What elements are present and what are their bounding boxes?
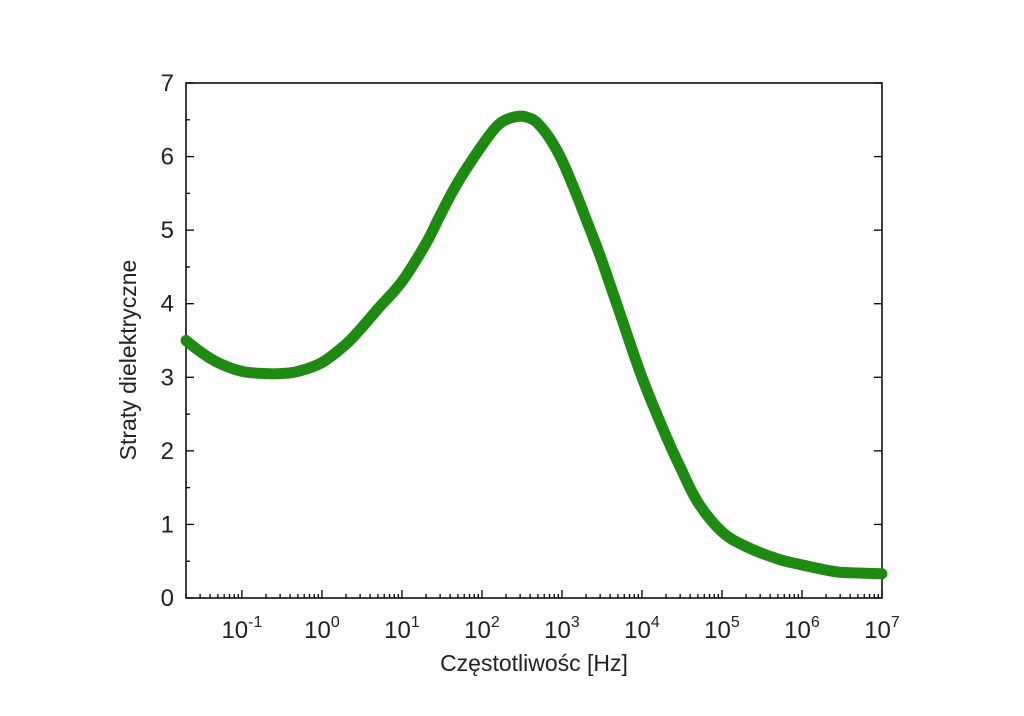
x-tick-exponent: -1	[248, 614, 262, 631]
x-tick-base: 10	[384, 617, 411, 644]
y-axis-ticks: 0 1 2 3 4 5 6 7	[161, 70, 882, 612]
y-tick-label: 6	[161, 144, 174, 171]
x-tick-label: 103	[544, 614, 580, 644]
x-tick-exponent: 0	[331, 614, 340, 631]
x-tick-label: 104	[624, 614, 660, 644]
x-tick-exponent: 4	[651, 614, 660, 631]
x-tick-base: 10	[784, 617, 811, 644]
plot-frame	[185, 82, 883, 599]
x-tick-label: 107	[864, 614, 900, 644]
x-tick-label: 102	[464, 614, 500, 644]
y-tick-label: 3	[161, 364, 174, 391]
x-tick-exponent: 5	[731, 614, 740, 631]
series-line	[180, 110, 888, 580]
x-tick-exponent: 7	[891, 614, 900, 631]
x-tick-label: 106	[784, 614, 820, 644]
x-axis-title: Częstotliwośc [Hz]	[440, 650, 628, 676]
x-tick-base: 10	[544, 617, 571, 644]
x-tick-label: 100	[304, 614, 340, 644]
y-axis-title: Straty dielektryczne	[115, 260, 141, 461]
y-tick-label: 0	[161, 585, 174, 612]
x-tick-base: 10	[221, 617, 248, 644]
x-tick-exponent: 2	[491, 614, 500, 631]
x-tick-base: 10	[704, 617, 731, 644]
x-tick-label: 10-1	[221, 614, 262, 644]
x-axis-ticks: 10-1 100 101 102 103 104 105 106 107	[185, 590, 900, 644]
x-tick-base: 10	[304, 617, 331, 644]
series-layer	[180, 110, 888, 580]
x-tick-base: 10	[864, 617, 891, 644]
y-tick-label: 2	[161, 438, 174, 465]
y-tick-label: 4	[161, 291, 174, 318]
x-tick-exponent: 6	[811, 614, 820, 631]
x-tick-exponent: 1	[411, 614, 420, 631]
x-tick-base: 10	[624, 617, 651, 644]
y-tick-label: 1	[161, 511, 174, 538]
x-tick-label: 101	[384, 614, 420, 644]
y-tick-label: 7	[161, 70, 174, 97]
y-tick-label: 5	[161, 217, 174, 244]
x-tick-base: 10	[464, 617, 491, 644]
x-tick-label: 105	[704, 614, 740, 644]
x-tick-exponent: 3	[571, 614, 580, 631]
